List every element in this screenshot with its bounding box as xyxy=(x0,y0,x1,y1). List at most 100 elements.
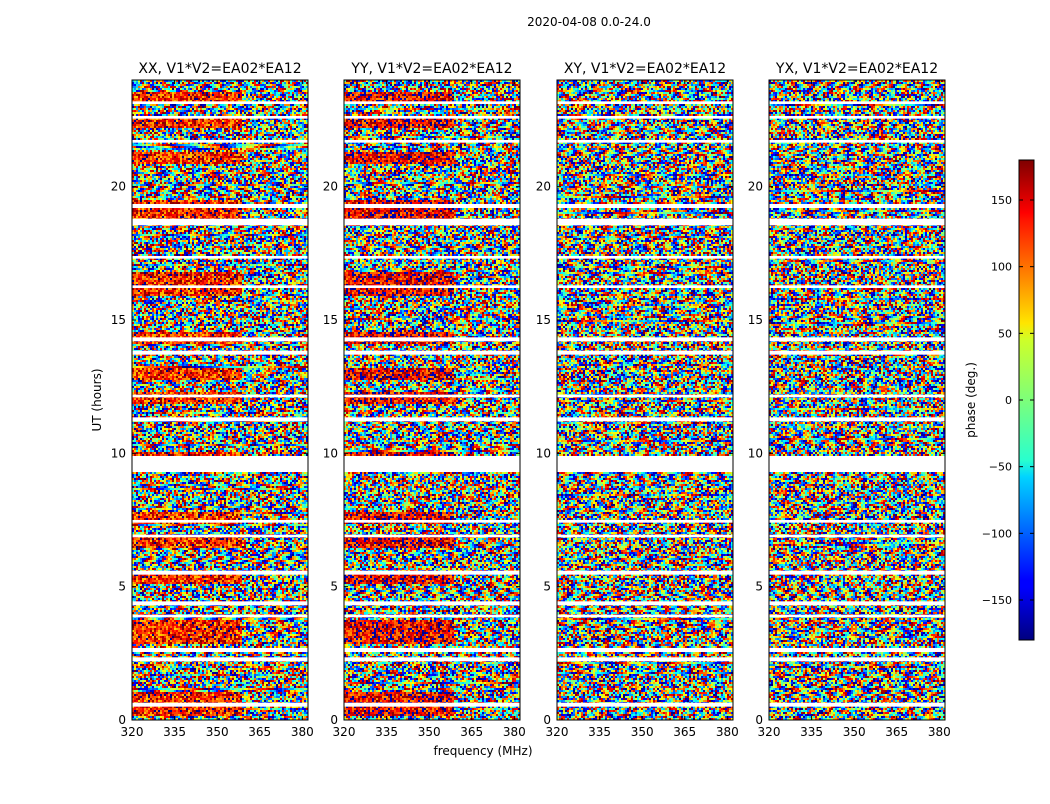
y-tick-label: 20 xyxy=(748,180,763,194)
flagged-band xyxy=(557,702,733,707)
y-tick-label: 5 xyxy=(330,580,338,594)
flagged-band xyxy=(557,140,733,143)
y-tick-label: 5 xyxy=(755,580,763,594)
x-tick-label: 380 xyxy=(928,725,951,739)
flagged-band xyxy=(769,218,945,226)
x-tick-label: 365 xyxy=(673,725,696,739)
flagged-band xyxy=(344,570,520,575)
x-tick-label: 335 xyxy=(588,725,611,739)
flagged-band xyxy=(557,101,733,104)
x-tick-label: 380 xyxy=(291,725,314,739)
flagged-band xyxy=(132,648,308,652)
x-axis-label: frequency (MHz) xyxy=(433,744,532,758)
flagged-band xyxy=(344,702,520,707)
flagged-band xyxy=(557,601,733,606)
flagged-band xyxy=(344,337,520,342)
colorbar-label: phase (deg.) xyxy=(964,362,978,438)
colorbar-tick-label: 0 xyxy=(1005,394,1012,407)
y-tick-label: 20 xyxy=(323,180,338,194)
flagged-band xyxy=(132,456,308,472)
flagged-band xyxy=(557,350,733,355)
flagged-band xyxy=(769,570,945,575)
y-tick-label: 15 xyxy=(323,313,338,327)
flagged-band xyxy=(769,394,945,398)
flagged-band xyxy=(557,218,733,226)
flagged-band xyxy=(132,337,308,342)
waterfall-image xyxy=(557,80,733,720)
flagged-band xyxy=(769,256,945,259)
figure-suptitle: 2020-04-08 0.0-24.0 xyxy=(527,15,651,29)
flagged-band xyxy=(344,456,520,472)
colorbar-ticks: 150 100 50 0 −50 −100 −150 xyxy=(982,194,1034,607)
panel-yy: YY, V1*V2=EA02*EA12 320 335 350 365 380 0 5 10 15… xyxy=(323,61,526,739)
y-tick-label: 0 xyxy=(330,713,338,727)
flagged-band xyxy=(769,140,945,143)
flagged-band xyxy=(557,648,733,652)
waterfall-image xyxy=(769,80,945,720)
flagged-band xyxy=(132,534,308,538)
flagged-band xyxy=(132,417,308,422)
flagged-band xyxy=(769,534,945,538)
flagged-band xyxy=(769,702,945,707)
x-tick-label: 335 xyxy=(375,725,398,739)
flagged-band xyxy=(344,657,520,662)
y-tick-label: 5 xyxy=(118,580,126,594)
panels: XX, V1*V2=EA02*EA12 320 335 350 365 380 0 5 10 15… xyxy=(111,61,951,739)
panel-frame xyxy=(343,79,521,721)
panel-frame xyxy=(556,79,734,721)
x-tick-label: 335 xyxy=(800,725,823,739)
waterfall-image xyxy=(132,80,308,720)
flagged-band xyxy=(132,350,308,355)
y-tick-label: 10 xyxy=(111,446,126,460)
colorbar-tick-label: −50 xyxy=(989,461,1012,474)
x-tick-label: 350 xyxy=(206,725,229,739)
x-tick-label: 350 xyxy=(631,725,654,739)
flagged-band xyxy=(769,657,945,662)
waterfall-image xyxy=(344,80,520,720)
flagged-band xyxy=(769,456,945,472)
y-tick-label: 20 xyxy=(536,180,551,194)
flagged-band xyxy=(344,417,520,422)
flagged-band xyxy=(344,101,520,104)
y-tick-label: 10 xyxy=(323,446,338,460)
flagged-band xyxy=(344,648,520,652)
x-tick-label: 320 xyxy=(333,725,356,739)
colorbar-tick-label: 150 xyxy=(991,194,1012,207)
y-tick-label: 0 xyxy=(118,713,126,727)
flagged-band xyxy=(344,140,520,143)
flagged-band xyxy=(557,570,733,575)
panel-title: YY, V1*V2=EA02*EA12 xyxy=(350,61,512,77)
flagged-band xyxy=(557,256,733,259)
colorbar: 150 100 50 0 −50 −100 −150 phase (deg.) xyxy=(964,159,1035,641)
panel-title: XX, V1*V2=EA02*EA12 xyxy=(138,61,301,77)
panel-title: XY, V1*V2=EA02*EA12 xyxy=(564,61,726,77)
x-tick-label: 380 xyxy=(716,725,739,739)
flagged-band xyxy=(132,285,308,288)
panel-frame xyxy=(131,79,309,721)
colorbar-tick-label: 50 xyxy=(998,327,1012,340)
x-tick-label: 365 xyxy=(248,725,271,739)
colorbar-tick-label: −150 xyxy=(982,594,1012,607)
y-tick-label: 15 xyxy=(536,313,551,327)
flagged-band xyxy=(344,218,520,226)
x-tick-label: 365 xyxy=(460,725,483,739)
flagged-band xyxy=(132,614,308,618)
x-tick-label: 320 xyxy=(121,725,144,739)
flagged-band xyxy=(769,101,945,104)
y-axis-label: UT (hours) xyxy=(90,368,104,431)
y-tick-label: 15 xyxy=(748,313,763,327)
flagged-band xyxy=(557,204,733,208)
colorbar-tick-label: 100 xyxy=(991,261,1012,274)
y-tick-label: 5 xyxy=(543,580,551,594)
flagged-band xyxy=(557,337,733,342)
flagged-band xyxy=(769,648,945,652)
flagged-band xyxy=(132,601,308,606)
flagged-band xyxy=(344,204,520,208)
panel-xx: XX, V1*V2=EA02*EA12 320 335 350 365 380 0 5 10 15… xyxy=(111,61,314,739)
flagged-band xyxy=(557,534,733,538)
flagged-band xyxy=(132,218,308,226)
x-tick-label: 320 xyxy=(758,725,781,739)
y-tick-label: 0 xyxy=(755,713,763,727)
